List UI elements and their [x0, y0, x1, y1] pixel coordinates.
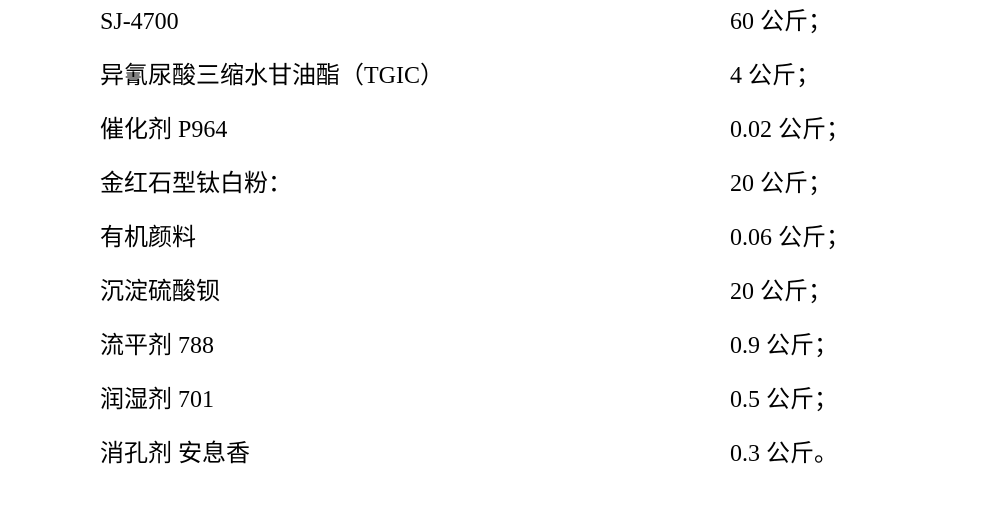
- ingredient-name: 金红石型钛白粉：: [100, 172, 292, 196]
- ingredient-name: 润湿剂 701: [100, 388, 214, 412]
- ingredient-row: 金红石型钛白粉： 20 公斤；: [100, 172, 910, 196]
- ingredient-amount: 4 公斤；: [730, 64, 910, 88]
- ingredient-name: SJ-4700: [100, 10, 179, 34]
- ingredient-name: 消孔剂 安息香: [100, 442, 250, 466]
- ingredient-row: SJ-4700 60 公斤；: [100, 10, 910, 34]
- ingredient-row: 流平剂 788 0.9 公斤；: [100, 334, 910, 358]
- ingredient-name: 有机颜料: [100, 226, 196, 250]
- ingredient-amount: 0.5 公斤；: [730, 388, 910, 412]
- ingredient-row: 沉淀硫酸钡 20 公斤；: [100, 280, 910, 304]
- ingredient-name: 异氰尿酸三缩水甘油酯（TGIC）: [100, 64, 444, 88]
- ingredient-row: 润湿剂 701 0.5 公斤；: [100, 388, 910, 412]
- ingredient-amount: 0.02 公斤；: [730, 118, 910, 142]
- ingredient-amount: 20 公斤；: [730, 172, 910, 196]
- ingredient-row: 催化剂 P964 0.02 公斤；: [100, 118, 910, 142]
- ingredient-name: 催化剂 P964: [100, 118, 227, 142]
- ingredient-amount: 0.06 公斤；: [730, 226, 910, 250]
- ingredient-row: 异氰尿酸三缩水甘油酯（TGIC） 4 公斤；: [100, 64, 910, 88]
- ingredient-row: 消孔剂 安息香 0.3 公斤。: [100, 442, 910, 466]
- ingredient-amount: 0.3 公斤。: [730, 442, 910, 466]
- ingredient-row: 有机颜料 0.06 公斤；: [100, 226, 910, 250]
- ingredient-amount: 60 公斤；: [730, 10, 910, 34]
- ingredient-amount: 0.9 公斤；: [730, 334, 910, 358]
- ingredient-name: 沉淀硫酸钡: [100, 280, 220, 304]
- ingredient-name: 流平剂 788: [100, 334, 214, 358]
- ingredients-list: SJ-4700 60 公斤； 异氰尿酸三缩水甘油酯（TGIC） 4 公斤； 催化…: [100, 10, 910, 466]
- ingredient-amount: 20 公斤；: [730, 280, 910, 304]
